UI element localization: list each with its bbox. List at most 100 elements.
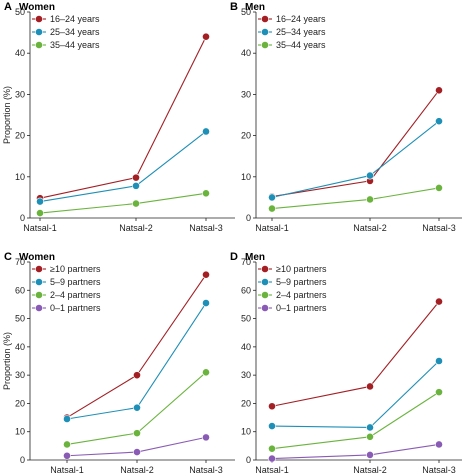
data-point: [133, 371, 141, 380]
y-tick-label: 20: [241, 131, 251, 141]
y-tick-label: 50: [15, 7, 25, 17]
data-point: [366, 195, 374, 204]
legend-label: 16–24 years: [276, 14, 326, 24]
y-tick-label: 10: [15, 427, 25, 437]
series: [36, 127, 210, 206]
legend-marker: [261, 28, 269, 36]
legend-marker: [261, 278, 269, 286]
series: [268, 357, 443, 432]
series: [268, 440, 443, 463]
series-line: [39, 131, 207, 203]
legend-marker: [261, 304, 269, 312]
y-tick-label: 0: [246, 213, 251, 223]
data-point: [435, 297, 443, 306]
legend-label: 2–4 partners: [276, 290, 327, 300]
data-point: [366, 423, 374, 432]
series: [63, 299, 210, 423]
series: [63, 433, 210, 460]
x-tick-label: Natsal-1: [255, 223, 289, 233]
y-tick-label: 20: [241, 398, 251, 408]
data-point: [133, 403, 141, 412]
data-point: [366, 382, 374, 391]
data-point: [36, 209, 44, 217]
x-tick-label: Natsal-1: [50, 465, 84, 474]
legend-label: 5–9 partners: [276, 277, 327, 287]
legend-marker: [35, 41, 43, 49]
series: [268, 388, 443, 453]
data-point: [435, 86, 443, 95]
x-tick-label: Natsal-3: [189, 223, 223, 233]
y-tick-label: 30: [241, 89, 251, 99]
data-point: [132, 181, 140, 190]
series-line: [271, 360, 440, 429]
data-point: [268, 402, 276, 411]
panel-title: Men: [245, 2, 265, 13]
data-point: [268, 422, 276, 430]
data-point: [63, 415, 71, 423]
series-line: [271, 391, 440, 450]
series: [36, 189, 210, 217]
data-point: [133, 448, 141, 456]
data-point: [366, 432, 374, 441]
data-point: [435, 440, 443, 449]
legend-marker: [35, 265, 43, 273]
legend: 16–24 years 25–34 years 35–44 years: [258, 14, 326, 50]
y-tick-label: 60: [241, 285, 251, 295]
y-tick-label: 50: [15, 314, 25, 324]
series: [268, 86, 443, 201]
legend: ≥10 partners 5–9 partners 2–4 partners 0–1 …: [32, 264, 101, 313]
panel-letter: D: [230, 251, 238, 263]
legend-label: 25–34 years: [276, 27, 326, 37]
data-point: [435, 388, 443, 397]
y-tick-label: 50: [241, 7, 251, 17]
x-tick-label: Natsal-3: [189, 465, 223, 474]
y-tick-label: 30: [15, 89, 25, 99]
legend-marker: [35, 304, 43, 312]
panel-c: 0 10 20 30 40 50 60 70 Natsal-1 Natsal-2 Natsal-3 C…: [2, 251, 235, 474]
y-tick-label: 60: [15, 285, 25, 295]
y-tick-label: 20: [15, 398, 25, 408]
data-point: [268, 204, 276, 213]
y-tick-label: 0: [20, 213, 25, 223]
y-tick-label: 30: [15, 370, 25, 380]
x-tick-label: Natsal-3: [422, 223, 456, 233]
data-point: [202, 368, 210, 377]
series-line: [271, 89, 440, 198]
legend-label: ≥10 partners: [276, 264, 327, 274]
x-tick-label: Natsal-2: [120, 465, 154, 474]
y-tick-label: 50: [241, 314, 251, 324]
panel-title: Men: [245, 252, 265, 263]
x-tick-label: Natsal-3: [422, 465, 456, 474]
series-line: [271, 443, 440, 460]
data-point: [63, 440, 71, 449]
data-point: [435, 184, 443, 192]
data-point: [202, 127, 210, 136]
panel-d: 0 10 20 30 40 50 60 70 Natsal-1 Natsal-2 Natsal-3 D…: [230, 251, 462, 474]
data-point: [202, 189, 210, 198]
data-point: [268, 444, 276, 453]
legend-label: 16–24 years: [50, 14, 100, 24]
data-point: [133, 429, 141, 438]
data-point: [366, 451, 374, 459]
panel-letter: B: [230, 1, 238, 13]
panel-letter: C: [4, 251, 12, 263]
legend-label: 25–34 years: [50, 27, 100, 37]
series-line: [39, 192, 207, 214]
data-point: [268, 193, 276, 202]
data-point: [132, 173, 140, 182]
legend-label: ≥10 partners: [50, 264, 101, 274]
legend-marker: [35, 15, 43, 23]
series: [268, 297, 443, 411]
y-tick-label: 40: [15, 342, 25, 352]
y-axis-label: Proportion (%): [2, 332, 12, 390]
panel-letter: A: [4, 1, 12, 13]
y-tick-label: 10: [241, 427, 251, 437]
data-point: [202, 270, 210, 279]
series-line: [271, 301, 440, 407]
legend-marker: [261, 15, 269, 23]
panel-title: Women: [19, 252, 55, 263]
series-line: [39, 36, 207, 199]
legend-label: 5–9 partners: [50, 277, 101, 287]
y-tick-label: 10: [15, 172, 25, 182]
